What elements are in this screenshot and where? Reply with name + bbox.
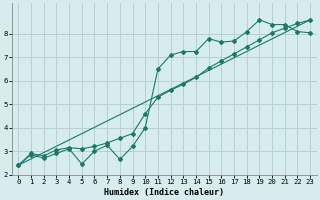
X-axis label: Humidex (Indice chaleur): Humidex (Indice chaleur) [104, 188, 224, 197]
